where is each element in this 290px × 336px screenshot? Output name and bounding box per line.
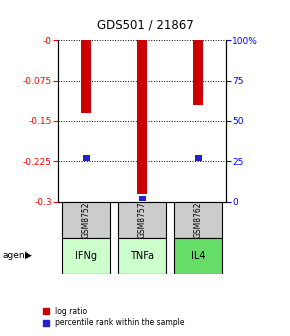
- Text: IFNg: IFNg: [75, 251, 97, 261]
- Bar: [81, 40, 91, 113]
- Legend: log ratio, percentile rank within the sample: log ratio, percentile rank within the sa…: [41, 305, 186, 329]
- Bar: [139, 196, 146, 201]
- Bar: [82, 155, 90, 161]
- Bar: [62, 202, 110, 238]
- Text: agent: agent: [3, 251, 29, 260]
- Bar: [118, 238, 166, 274]
- Bar: [118, 202, 166, 238]
- Text: ▶: ▶: [25, 251, 32, 260]
- Bar: [193, 40, 203, 105]
- Text: GDS501 / 21867: GDS501 / 21867: [97, 19, 193, 32]
- Text: TNFa: TNFa: [130, 251, 154, 261]
- Text: GSM8762: GSM8762: [194, 201, 203, 238]
- Text: GSM8752: GSM8752: [81, 201, 90, 238]
- Bar: [195, 155, 202, 161]
- Text: GSM8757: GSM8757: [137, 201, 147, 238]
- Bar: [174, 238, 222, 274]
- Bar: [137, 40, 147, 194]
- Bar: [62, 238, 110, 274]
- Bar: [174, 202, 222, 238]
- Text: IL4: IL4: [191, 251, 205, 261]
